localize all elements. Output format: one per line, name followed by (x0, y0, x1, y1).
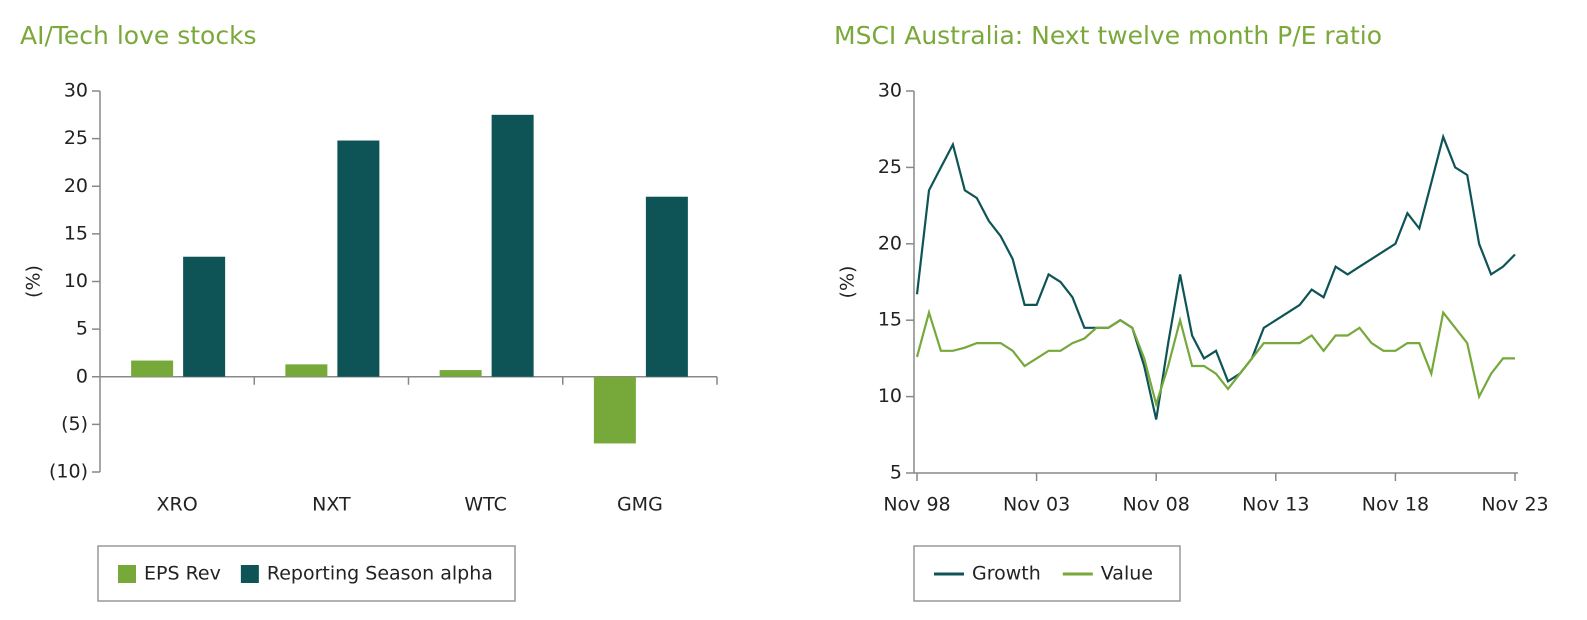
legend-swatch (118, 565, 136, 583)
y-tick-label: 10 (64, 270, 88, 292)
x-tick-label: GMG (617, 494, 663, 516)
y-tick-label: (5) (61, 413, 88, 435)
x-tick-label: Nov 98 (883, 494, 950, 516)
y-tick-label: 0 (76, 365, 88, 387)
bar (285, 364, 328, 377)
x-tick-label: NXT (312, 494, 351, 516)
y-tick-label: 5 (76, 318, 88, 340)
bar (593, 376, 636, 444)
y-tick-label: (10) (49, 461, 88, 483)
legend-swatch (240, 565, 259, 583)
bar (337, 140, 380, 377)
legend-box (97, 545, 516, 602)
y-tick-label: 25 (64, 127, 88, 149)
y-tick-label: 15 (64, 222, 88, 244)
legend-box (913, 545, 1181, 602)
y-axis-label: (%) (23, 265, 45, 298)
x-tick-label: Nov 03 (1003, 494, 1070, 516)
bar (183, 256, 226, 377)
x-tick-label: XRO (157, 494, 198, 516)
legend-label: Reporting Season alpha (267, 563, 493, 585)
legend-label: Growth (972, 563, 1041, 585)
bar (131, 360, 174, 377)
y-tick-label: 30 (64, 80, 88, 102)
y-tick-label: 5 (890, 462, 902, 484)
y-tick-label: 20 (878, 232, 902, 254)
chart-title: MSCI Australia: Next twelve month P/E ra… (834, 21, 1382, 50)
y-tick-label: 30 (878, 80, 902, 102)
bar (491, 114, 534, 377)
bar (645, 196, 688, 377)
legend-label: EPS Rev (144, 563, 221, 585)
y-tick-label: 10 (878, 385, 902, 407)
y-axis-label: (%) (837, 266, 859, 299)
x-tick-label: Nov 08 (1123, 494, 1190, 516)
x-tick-label: Nov 23 (1481, 494, 1548, 516)
x-tick-label: Nov 18 (1362, 494, 1429, 516)
legend-label: Value (1101, 563, 1153, 585)
x-tick-label: WTC (464, 494, 507, 516)
bar (439, 370, 482, 377)
y-tick-label: 20 (64, 175, 88, 197)
y-tick-label: 25 (878, 156, 902, 178)
x-tick-label: Nov 13 (1242, 494, 1309, 516)
chart-title: AI/Tech love stocks (20, 21, 257, 50)
line (915, 308, 1515, 409)
line (915, 133, 1516, 420)
y-tick-label: 15 (878, 309, 902, 331)
